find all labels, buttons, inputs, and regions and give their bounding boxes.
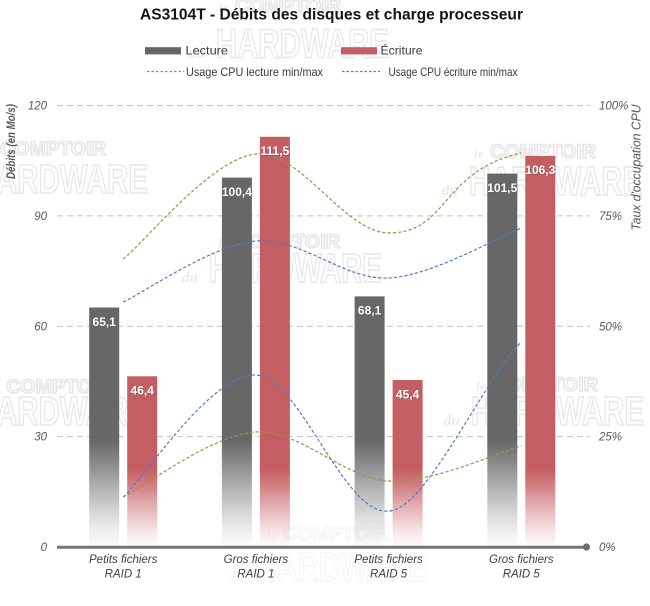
svg-text:RAID 1: RAID 1 xyxy=(237,569,274,581)
svg-text:111,5: 111,5 xyxy=(261,144,290,158)
svg-text:RAID 1: RAID 1 xyxy=(105,569,142,581)
svg-text:0: 0 xyxy=(41,542,48,554)
svg-text:75%: 75% xyxy=(599,211,622,223)
svg-text:100%: 100% xyxy=(599,101,628,113)
svg-text:90: 90 xyxy=(34,211,47,223)
svg-text:101,5: 101,5 xyxy=(487,181,517,195)
svg-text:46,4: 46,4 xyxy=(131,384,155,398)
svg-text:RAID 5: RAID 5 xyxy=(503,569,541,581)
svg-text:Gros fichiers: Gros fichiers xyxy=(224,554,289,566)
svg-text:AS3104T - Débits des disques e: AS3104T - Débits des disques et charge p… xyxy=(140,7,523,24)
svg-text:30: 30 xyxy=(34,432,47,444)
svg-text:45,4: 45,4 xyxy=(397,388,421,402)
svg-text:101,5: 101,5 xyxy=(488,182,518,196)
svg-text:111,5: 111,5 xyxy=(261,145,290,159)
svg-text:106,3: 106,3 xyxy=(525,163,555,177)
svg-text:120: 120 xyxy=(28,101,48,113)
svg-text:68,1: 68,1 xyxy=(358,304,382,318)
svg-text:25%: 25% xyxy=(598,432,622,444)
svg-text:65,1: 65,1 xyxy=(93,315,117,329)
svg-text:Gros fichiers: Gros fichiers xyxy=(489,554,554,566)
svg-text:46,4: 46,4 xyxy=(131,384,155,398)
svg-text:Écriture: Écriture xyxy=(381,44,423,57)
svg-text:0%: 0% xyxy=(599,542,616,554)
svg-text:106,3: 106,3 xyxy=(526,164,556,178)
svg-text:50%: 50% xyxy=(599,321,622,333)
svg-text:Débits (en Mo/s): Débits (en Mo/s) xyxy=(6,104,18,179)
svg-text:Petits fichiers: Petits fichiers xyxy=(354,554,423,566)
svg-text:Lecture: Lecture xyxy=(186,44,229,57)
svg-text:45,4: 45,4 xyxy=(396,387,420,401)
svg-text:Usage CPU lecture min/max: Usage CPU lecture min/max xyxy=(186,66,323,79)
svg-text:68,1: 68,1 xyxy=(359,305,383,319)
svg-text:Usage CPU écriture min/max: Usage CPU écriture min/max xyxy=(389,66,518,79)
svg-text:60: 60 xyxy=(34,321,47,333)
svg-text:100,4: 100,4 xyxy=(222,185,252,199)
svg-text:Petits fichiers: Petits fichiers xyxy=(89,554,158,566)
svg-text:65,1: 65,1 xyxy=(93,316,117,330)
svg-text:Taux d'occupation CPU: Taux d'occupation CPU xyxy=(630,104,644,231)
svg-text:100,4: 100,4 xyxy=(223,186,253,200)
svg-text:RAID 5: RAID 5 xyxy=(370,569,408,581)
